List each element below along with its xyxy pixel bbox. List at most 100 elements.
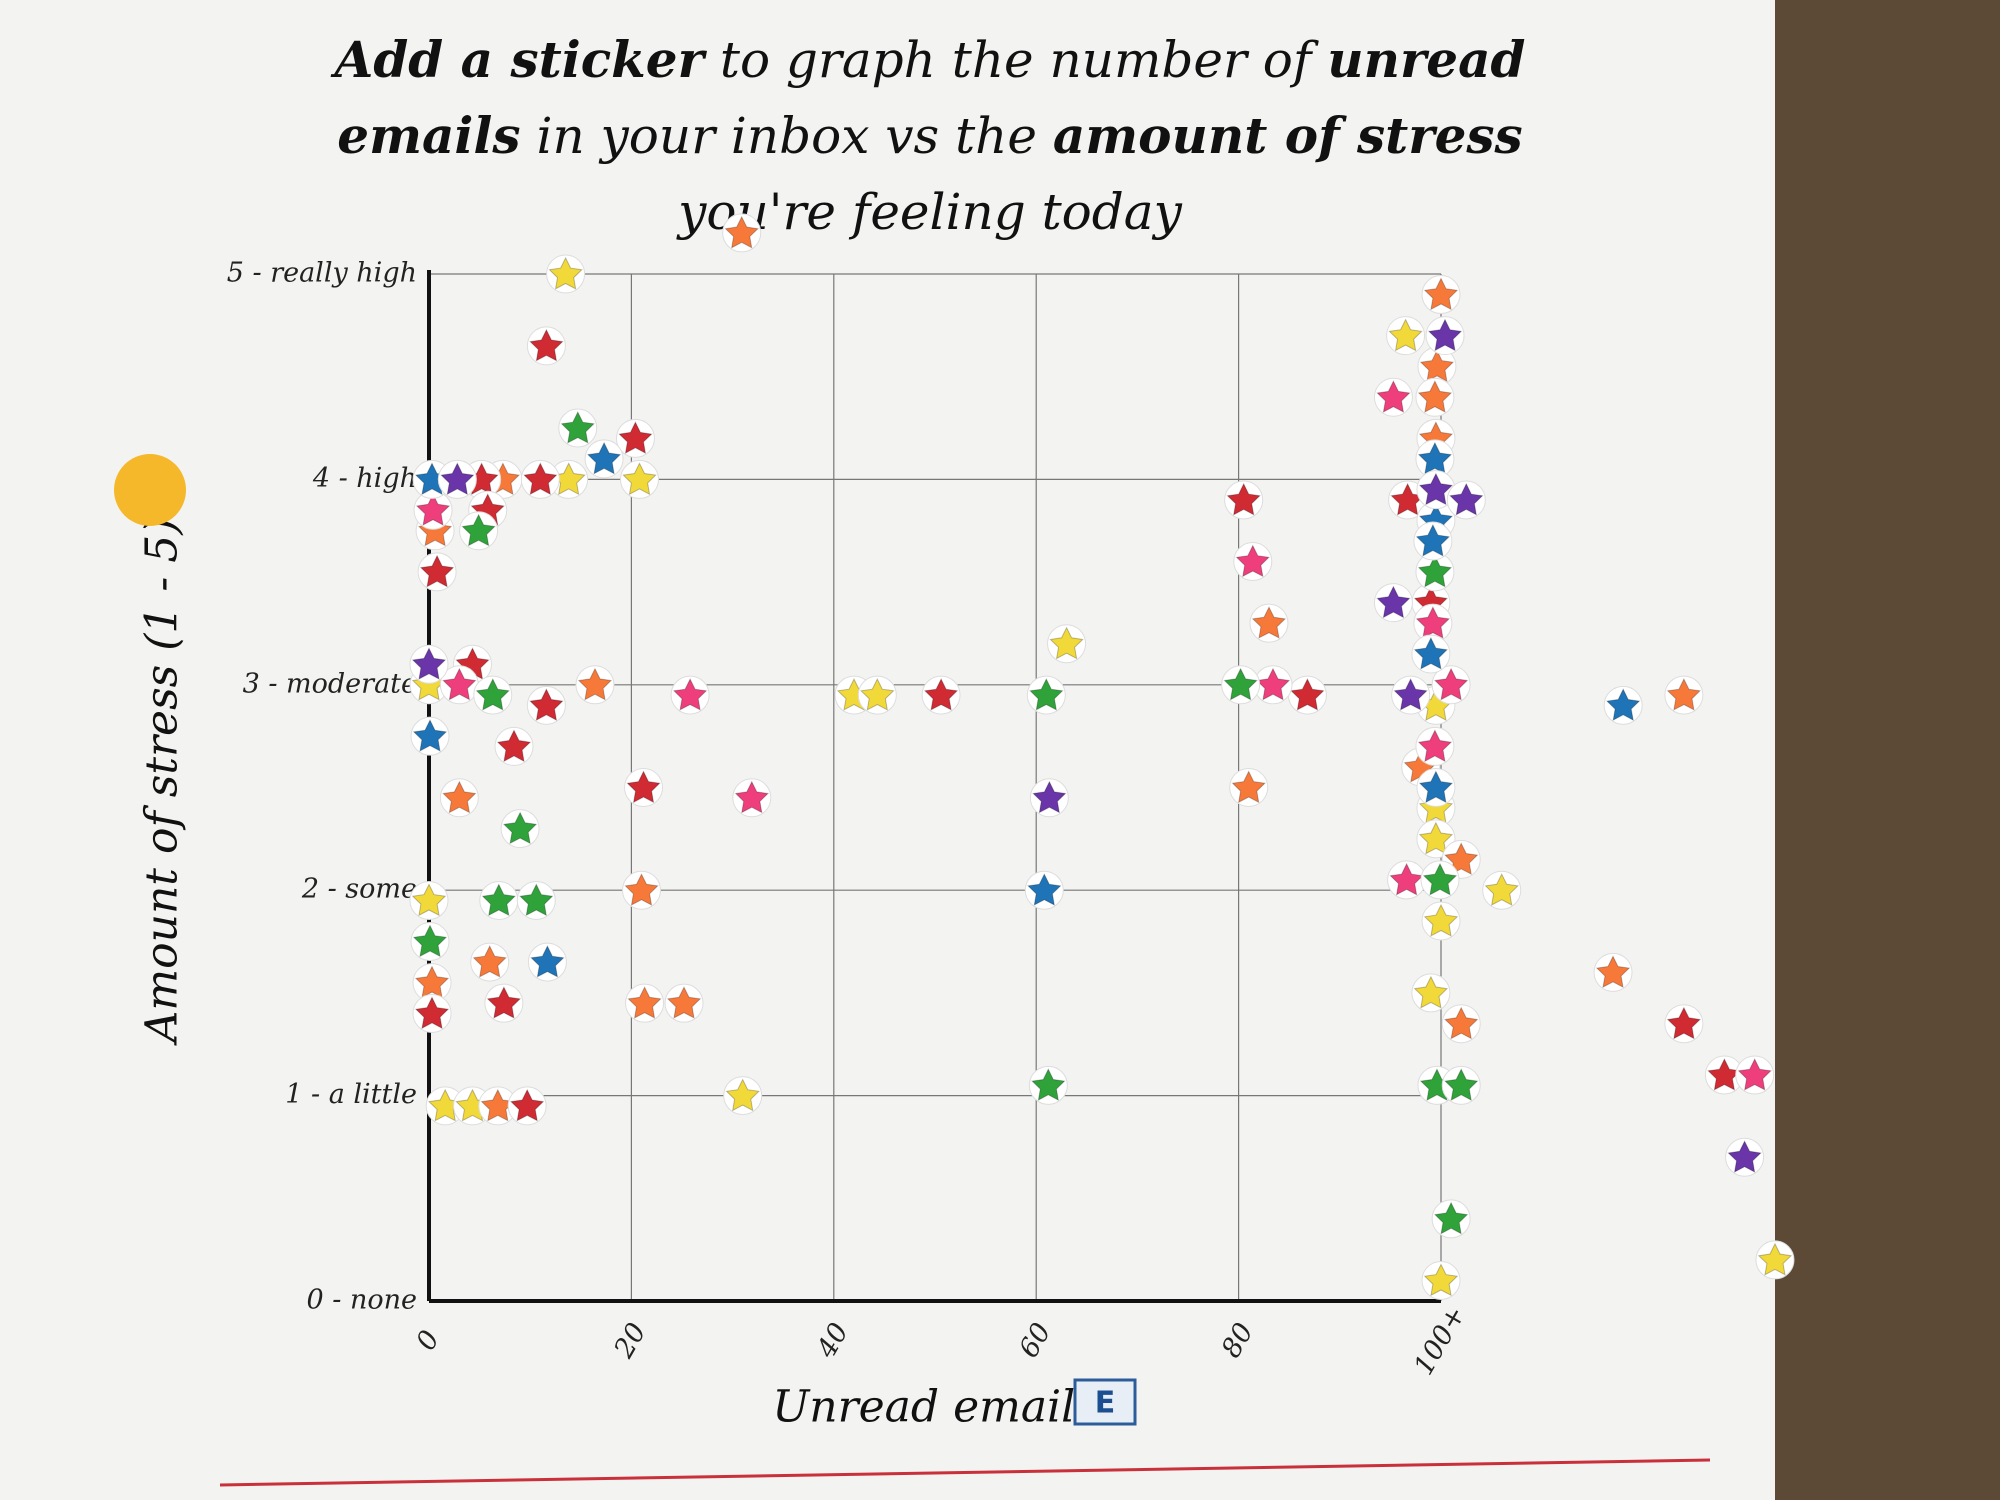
sticker-star <box>1388 318 1423 352</box>
sticker-star <box>1595 955 1631 989</box>
sticker <box>1411 973 1451 1013</box>
sticker-star <box>1029 677 1064 711</box>
sticker <box>526 326 566 366</box>
sticker-star <box>1417 441 1453 475</box>
sticker <box>1431 665 1471 705</box>
sticker <box>494 726 534 766</box>
sticker-star <box>1605 688 1641 722</box>
sticker <box>409 880 449 920</box>
sticker <box>546 254 586 294</box>
email-icon <box>1073 1378 1137 1426</box>
sticker-star <box>481 883 517 917</box>
sticker <box>1704 1055 1744 1095</box>
sticker <box>1417 346 1457 386</box>
sticker-star <box>548 256 583 290</box>
sticker <box>520 459 560 499</box>
sticker <box>413 490 453 530</box>
sticker <box>1287 675 1327 715</box>
sticker-star <box>414 965 450 999</box>
sticker-star <box>626 770 661 804</box>
sticker <box>722 213 762 253</box>
sticker-star <box>419 554 455 588</box>
title-part: Add a sticker <box>334 30 704 89</box>
title: Add a sticker to graph the number of unr… <box>260 22 1600 250</box>
sticker-star <box>1417 729 1453 763</box>
sticker <box>1416 470 1456 510</box>
sticker <box>1028 1065 1068 1105</box>
stress-emoji <box>114 454 186 526</box>
y-tick-label: 5 - really high <box>227 258 417 289</box>
sticker-star <box>627 986 662 1019</box>
sticker-star <box>577 667 613 701</box>
sticker-star <box>1231 770 1266 804</box>
sticker-star <box>1415 523 1451 557</box>
sticker-star <box>586 441 622 475</box>
sticker-star <box>1737 1057 1772 1091</box>
sticker-star <box>529 688 564 722</box>
sticker-star <box>1376 380 1411 413</box>
sticker <box>1416 768 1456 807</box>
sticker-star <box>1251 606 1287 639</box>
sticker-star <box>411 883 447 917</box>
sticker-star <box>1418 472 1454 506</box>
sticker <box>584 439 624 479</box>
sticker-star <box>1255 667 1291 701</box>
sticker-star <box>1226 482 1261 516</box>
sticker <box>1386 316 1426 356</box>
sticker-star <box>725 1078 760 1112</box>
sticker <box>549 459 589 499</box>
sticker <box>439 778 479 818</box>
sticker <box>1420 860 1460 900</box>
sticker-star <box>1757 1242 1793 1276</box>
sticker <box>1446 480 1486 520</box>
sticker <box>921 675 961 715</box>
sticker <box>478 1086 518 1126</box>
sticker-star <box>734 780 770 814</box>
sticker <box>558 408 598 448</box>
sticker <box>1047 624 1087 664</box>
sticker <box>1415 439 1455 479</box>
sticker <box>1224 480 1264 520</box>
sticker-star <box>415 493 451 526</box>
sticker <box>615 418 655 458</box>
sticker-star <box>923 677 959 711</box>
sticker-star <box>475 677 510 711</box>
title-part: to graph the number of <box>703 31 1328 89</box>
y-tick-label: 0 - none <box>307 1285 417 1316</box>
sticker-star <box>472 944 507 978</box>
sticker-star <box>724 215 759 249</box>
sticker-star <box>1422 862 1458 896</box>
sticker-star <box>1413 636 1449 670</box>
sticker <box>1029 778 1069 818</box>
sticker-star <box>411 647 447 680</box>
sticker <box>1373 377 1413 417</box>
sticker <box>1387 860 1427 900</box>
sticker-star <box>1427 318 1463 352</box>
sticker <box>1735 1055 1775 1095</box>
sticker <box>437 459 477 499</box>
email-icon-letter: E <box>1095 1386 1116 1421</box>
sticker-star <box>496 729 532 763</box>
sticker-star <box>530 944 565 978</box>
sticker <box>1415 377 1455 417</box>
sticker-star <box>1389 862 1424 896</box>
sticker-star <box>1418 821 1454 855</box>
sticker <box>1421 275 1461 315</box>
sticker <box>670 675 710 715</box>
title-part: amount of stress <box>1052 106 1523 165</box>
sticker-star <box>1415 606 1451 639</box>
title-part: unread emails <box>337 30 1526 165</box>
sticker-star <box>622 462 657 496</box>
sticker <box>1229 768 1269 807</box>
sticker <box>1391 675 1431 715</box>
sticker <box>1026 675 1066 715</box>
sticker <box>484 983 524 1023</box>
sticker-star <box>442 667 477 701</box>
sticker <box>624 768 664 807</box>
sticker-star <box>1031 1068 1066 1102</box>
sticker-star <box>1433 667 1469 701</box>
sticker-star <box>1027 873 1062 906</box>
sticker-star <box>1223 667 1258 701</box>
